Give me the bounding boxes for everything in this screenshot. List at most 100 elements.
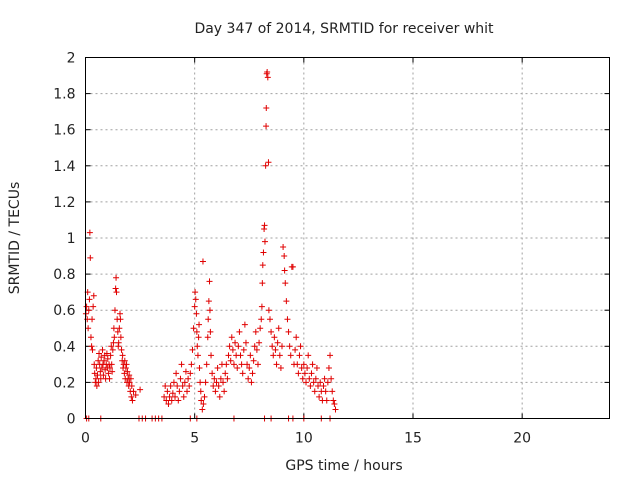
data-point	[250, 357, 257, 364]
data-point	[254, 361, 261, 368]
data-point	[276, 352, 283, 359]
data-point	[106, 364, 113, 371]
data-point	[245, 375, 252, 382]
data-point	[205, 298, 212, 305]
data-point	[271, 334, 278, 341]
data-point	[172, 393, 179, 400]
data-point	[98, 354, 105, 361]
data-point	[328, 375, 335, 382]
data-point	[108, 343, 115, 350]
data-point	[239, 370, 246, 377]
data-point	[202, 379, 209, 386]
data-point	[195, 334, 202, 341]
data-point	[103, 350, 110, 357]
y-tick-label: 0	[67, 412, 76, 428]
data-point	[111, 307, 118, 314]
data-point	[281, 267, 288, 274]
data-point	[94, 372, 101, 379]
data-point	[192, 289, 199, 296]
data-point	[214, 364, 221, 371]
data-point	[203, 361, 210, 368]
data-point	[223, 361, 230, 368]
data-point	[194, 352, 201, 359]
data-point	[277, 364, 284, 371]
data-point	[110, 339, 117, 346]
data-point	[295, 370, 302, 377]
data-point	[86, 296, 93, 303]
data-point	[181, 379, 188, 386]
y-tick-label: 1.4	[53, 159, 75, 175]
data-point	[179, 383, 186, 390]
data-point	[220, 379, 227, 386]
data-point	[229, 346, 236, 353]
data-point	[105, 370, 112, 377]
data-point	[268, 328, 275, 335]
data-point	[161, 393, 168, 400]
data-point	[166, 393, 173, 400]
data-point	[306, 375, 313, 382]
data-point	[313, 364, 320, 371]
data-point	[209, 370, 216, 377]
data-point	[90, 303, 97, 310]
data-point	[228, 334, 235, 341]
data-point	[193, 310, 200, 317]
data-point	[307, 383, 314, 390]
y-tick-label: 1.8	[53, 87, 75, 103]
data-point	[206, 278, 213, 285]
data-point	[296, 352, 303, 359]
data-point	[196, 321, 203, 328]
data-point	[192, 296, 199, 303]
data-point	[180, 393, 187, 400]
data-point	[83, 303, 90, 310]
data-point	[261, 222, 268, 229]
data-point	[236, 328, 243, 335]
data-point	[264, 74, 271, 81]
data-point	[107, 352, 114, 359]
data-point	[106, 375, 113, 382]
data-point	[113, 289, 120, 296]
data-point	[128, 383, 135, 390]
data-point	[207, 328, 214, 335]
data-point	[324, 379, 331, 386]
data-point	[227, 357, 234, 364]
data-point	[174, 383, 181, 390]
data-point	[325, 364, 332, 371]
data-point	[311, 388, 318, 395]
data-point	[191, 303, 198, 310]
data-point	[293, 334, 300, 341]
data-point	[210, 383, 217, 390]
data-point	[167, 383, 174, 390]
x-tick-label: 0	[81, 431, 90, 447]
data-point	[240, 346, 247, 353]
data-point	[211, 375, 218, 382]
data-point	[329, 388, 336, 395]
data-point	[85, 325, 92, 332]
data-point	[127, 375, 134, 382]
data-point	[113, 274, 120, 281]
data-point	[285, 328, 292, 335]
data-point	[200, 401, 207, 408]
data-point	[297, 343, 304, 350]
data-point	[222, 370, 229, 377]
x-tick-label: 15	[404, 431, 422, 447]
x-tick-label: 5	[190, 431, 199, 447]
data-point	[264, 68, 271, 75]
data-point	[269, 343, 276, 350]
y-tick-label: 1.2	[53, 195, 75, 211]
data-point	[111, 334, 118, 341]
chart-title: Day 347 of 2014, SRMTID for receiver whi…	[194, 21, 494, 37]
data-point	[162, 383, 169, 390]
data-point	[300, 361, 307, 368]
data-point	[87, 254, 94, 261]
data-point	[101, 357, 108, 364]
data-point	[115, 339, 122, 346]
data-point	[173, 370, 180, 377]
x-axis-label: GPS time / hours	[285, 458, 402, 474]
data-point	[237, 352, 244, 359]
data-point	[89, 346, 96, 353]
data-point	[104, 355, 111, 362]
data-point	[275, 325, 282, 332]
y-tick-label: 1	[67, 231, 76, 247]
data-point	[90, 292, 97, 299]
data-point	[270, 352, 277, 359]
